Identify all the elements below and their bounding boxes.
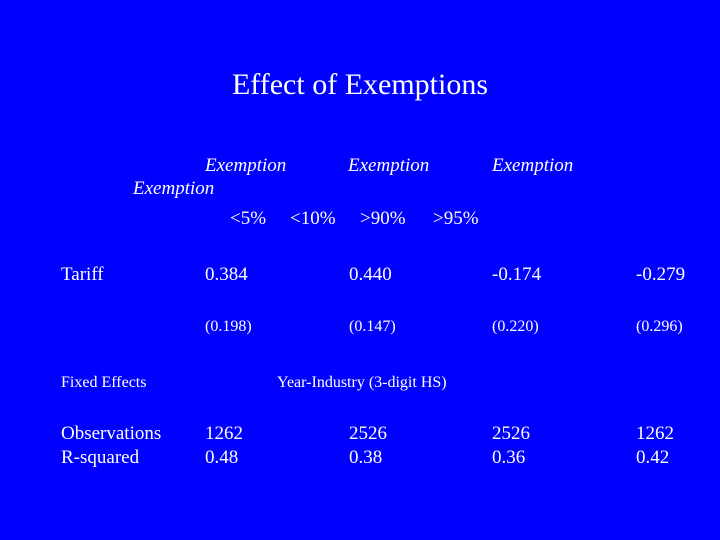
- column-header-pct-2: <10%: [290, 208, 336, 229]
- observations-value-2: 2526: [349, 423, 387, 444]
- r-squared-value-2: 0.38: [349, 447, 383, 468]
- observations-value-4: 1262: [636, 423, 674, 444]
- observations-value-1: 1262: [205, 423, 243, 444]
- stats-col-2: 2526 0.38: [349, 422, 387, 470]
- row-label-tariff: Tariff: [61, 264, 104, 285]
- tariff-se-2: (0.147): [349, 318, 396, 335]
- tariff-coef-2: 0.440: [349, 264, 392, 285]
- column-header-pct-4: >95%: [433, 208, 479, 229]
- tariff-se-4: (0.296): [636, 318, 683, 335]
- r-squared-value-4: 0.42: [636, 447, 670, 468]
- row-labels-stats: Observations R-squared: [61, 422, 161, 470]
- row-label-r-squared: R-squared: [61, 447, 140, 468]
- fixed-effects-value: Year-Industry (3-digit HS): [277, 374, 447, 391]
- stats-col-4: 1262 0.42: [636, 422, 674, 470]
- column-header-exemption-4: Exemption: [133, 178, 215, 199]
- column-header-exemption-3: Exemption: [492, 155, 574, 176]
- tariff-coef-4: -0.279: [636, 264, 686, 285]
- column-header-exemption-1: Exemption: [205, 155, 287, 176]
- row-label-observations: Observations: [61, 423, 162, 444]
- stats-col-3: 2526 0.36: [492, 422, 530, 470]
- r-squared-value-1: 0.48: [205, 447, 239, 468]
- tariff-coef-3: -0.174: [492, 264, 542, 285]
- row-label-fixed-effects: Fixed Effects: [61, 374, 147, 391]
- stats-col-1: 1262 0.48: [205, 422, 243, 470]
- column-header-pct-3: >90%: [360, 208, 406, 229]
- r-squared-value-3: 0.36: [492, 447, 526, 468]
- column-header-pct-1: <5%: [230, 208, 267, 229]
- tariff-se-1: (0.198): [205, 318, 252, 335]
- tariff-se-3: (0.220): [492, 318, 539, 335]
- observations-value-3: 2526: [492, 423, 530, 444]
- tariff-coef-1: 0.384: [205, 264, 248, 285]
- slide-title: Effect of Exemptions: [231, 68, 489, 101]
- column-header-exemption-2: Exemption: [348, 155, 430, 176]
